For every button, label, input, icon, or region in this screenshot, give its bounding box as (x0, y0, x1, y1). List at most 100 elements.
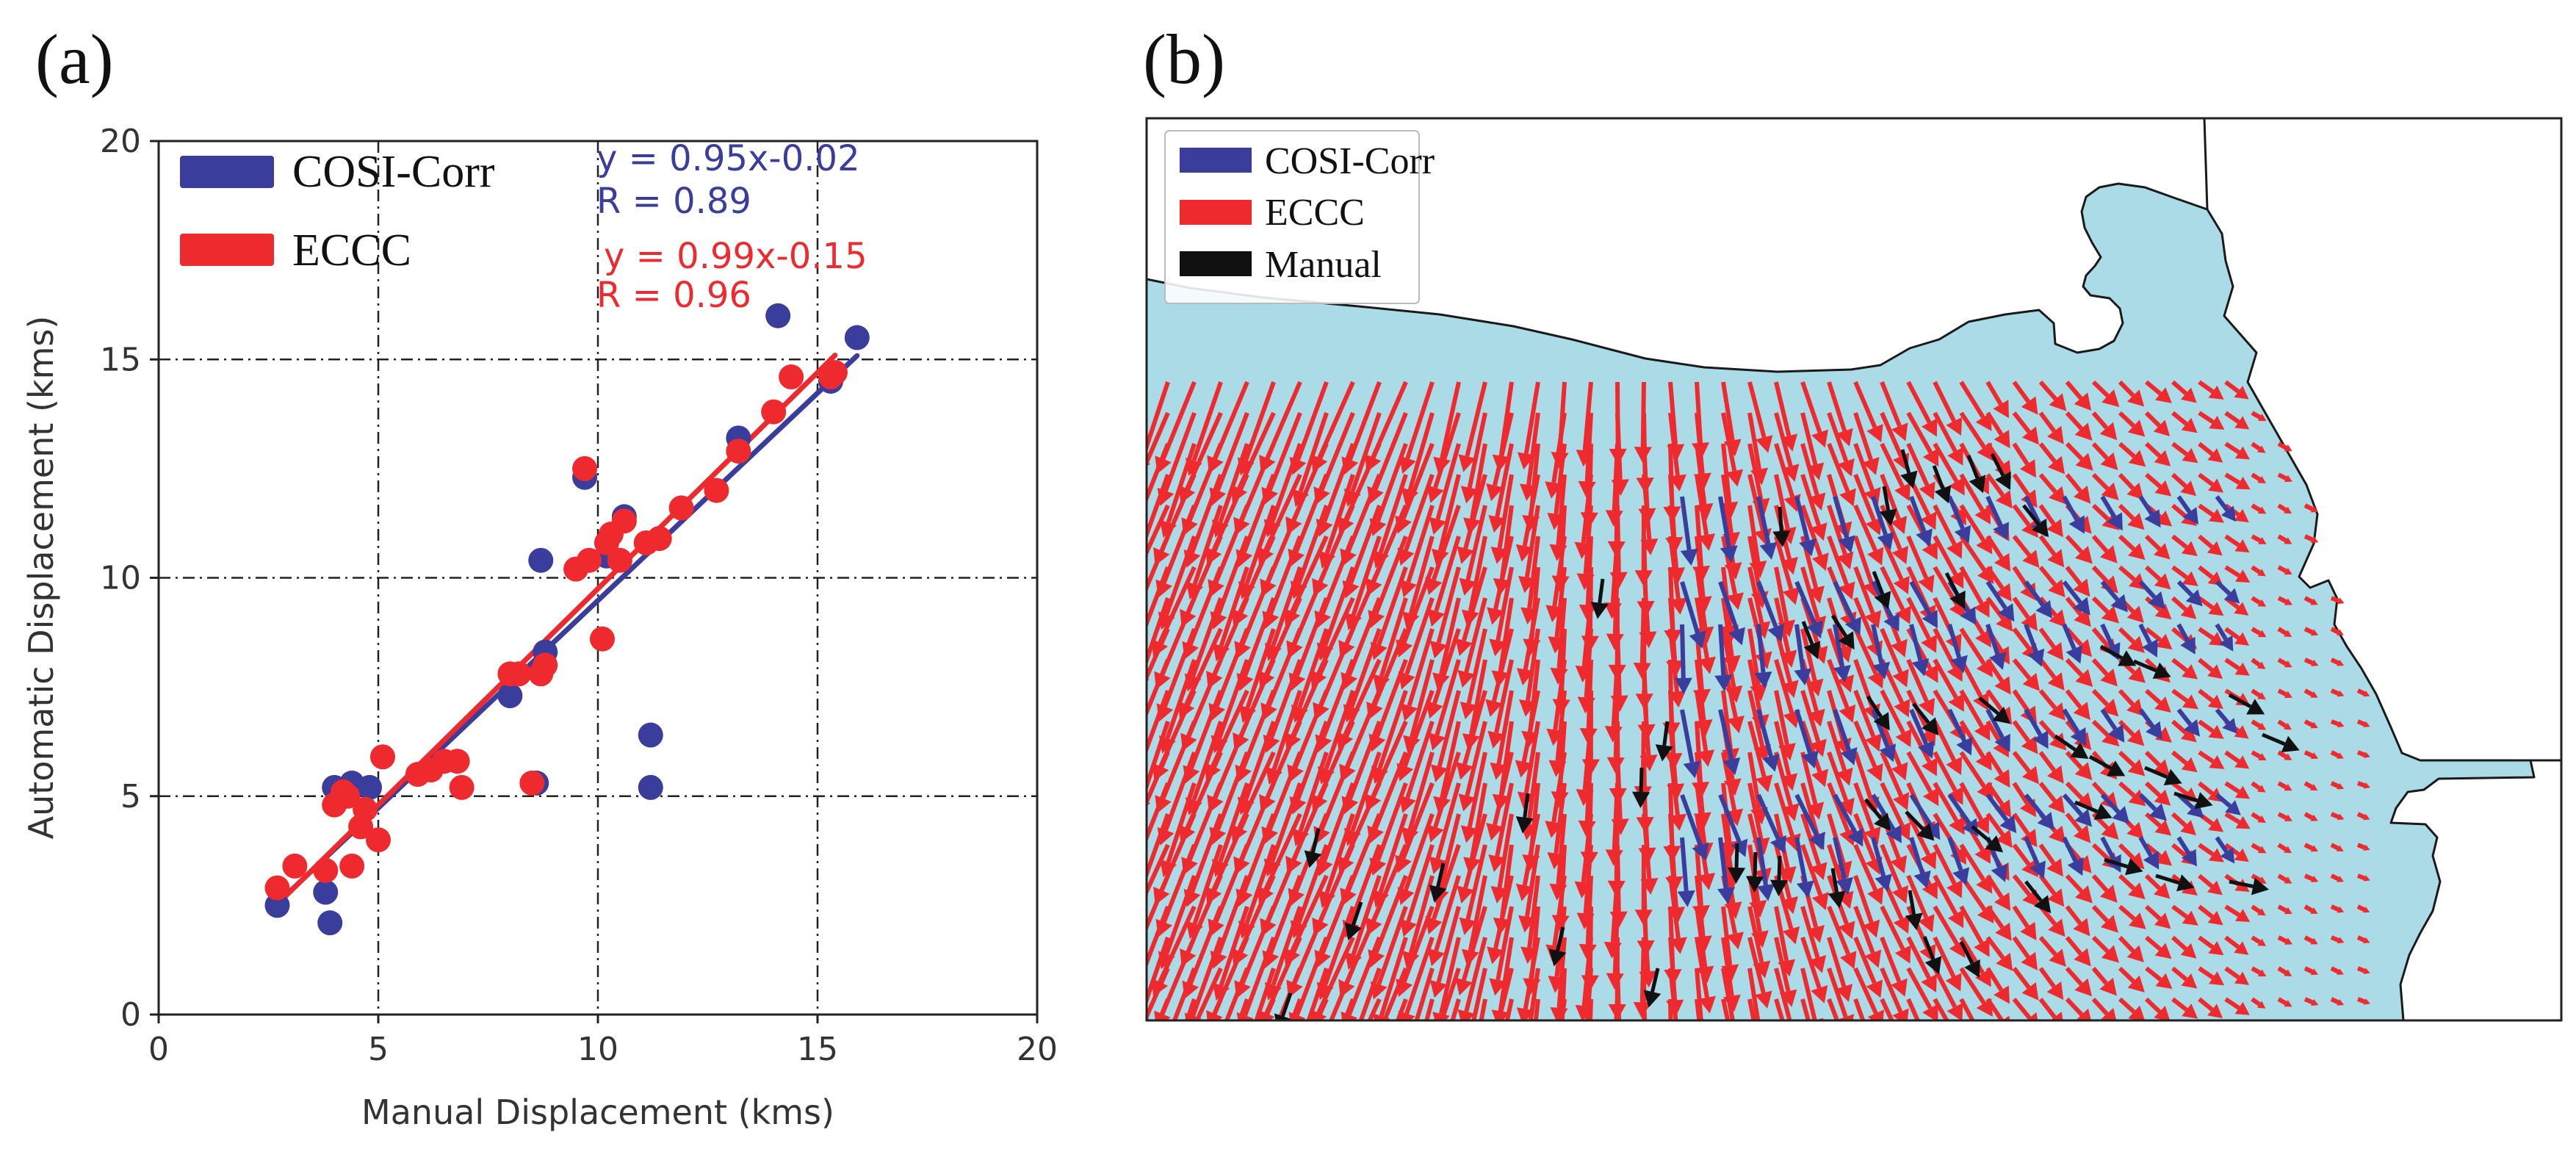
eccc-vector (2038, 535, 2065, 568)
point-cosicorr (357, 774, 383, 800)
eccc-vector (2330, 781, 2345, 790)
eccc-vector (2065, 936, 2091, 967)
eccc-vector (2144, 873, 2171, 899)
eccc-vector (1533, 998, 1540, 1020)
eccc-vector (2251, 472, 2266, 484)
eccc-vector (1880, 967, 1909, 1020)
eccc-vector (2012, 381, 2038, 415)
legend-swatch-cosi (180, 156, 274, 188)
scatter-plot: 00 5 5 10 10 15 15 20 20 COSI-Corr ECCC y = 0.95… (21, 123, 1058, 1132)
manual-vector (2074, 800, 2113, 820)
eccc-vector (1853, 936, 1883, 998)
manual-vector (1590, 578, 1609, 619)
eccc-vector (1479, 998, 1487, 1020)
eccc-vector (2277, 472, 2292, 482)
eccc-vector (1800, 690, 1827, 757)
cosi-vector (2024, 623, 2045, 667)
eccc-vector (2277, 719, 2292, 730)
eccc-vector (1880, 689, 1912, 748)
eccc-vector (1284, 535, 1329, 627)
eccc-vector (1414, 968, 1435, 1020)
data-points (264, 303, 870, 936)
y-axis-label: Automatic Displacement (kms) (21, 316, 61, 840)
eccc-vector (2012, 967, 2039, 1001)
eccc-vector (1800, 443, 1826, 511)
eccc-vector (2145, 380, 2172, 403)
eccc-vector (1933, 874, 1964, 929)
eccc-vector (2038, 504, 2063, 538)
eccc-vector (1880, 782, 1911, 841)
eccc-vector (1985, 751, 2010, 788)
point-eccc (335, 783, 361, 809)
eccc-vector (1358, 967, 1382, 1020)
manual-vector (1769, 855, 1789, 896)
eccc-vector (1458, 381, 1487, 472)
cosi-vector (1833, 793, 1864, 847)
manual-vector (2228, 693, 2265, 715)
eccc-vector (2171, 411, 2198, 433)
point-eccc (589, 626, 615, 652)
eccc-vector (2171, 442, 2198, 464)
manual-vector (1990, 453, 2011, 491)
eccc-vector (2012, 720, 2038, 754)
x-tick-label: 0 (148, 1031, 169, 1068)
eccc-vector (1367, 998, 1382, 1020)
eccc-vector (2356, 966, 2370, 974)
eccc-vector (2038, 720, 2067, 751)
eccc-vector (2012, 411, 2039, 445)
cosi-equation: y = 0.95x-0.02 (596, 138, 860, 179)
eccc-vector (1460, 412, 1487, 504)
eccc-vector (1747, 381, 1773, 453)
point-eccc (313, 857, 339, 883)
legend-swatch-eccc-b (1180, 200, 1252, 225)
point-eccc (611, 508, 637, 534)
eccc-vector (2356, 873, 2370, 882)
legend-label-manual-b: Manual (1265, 244, 1382, 286)
cosi-vector (1794, 709, 1819, 769)
eccc-equation: y = 0.99x-0.15 (604, 236, 867, 277)
eccc-vector (2038, 874, 2065, 907)
manual-vector (1971, 825, 2004, 853)
eccc-vector (1642, 998, 1648, 1020)
eccc-vector (1487, 536, 1514, 625)
eccc-vector (1231, 751, 1276, 843)
eccc-vector (1258, 813, 1302, 904)
cosi-vector (2024, 708, 2049, 749)
eccc-vector (1316, 442, 1355, 537)
cosi-vector (2176, 708, 2200, 737)
eccc-vector (1959, 689, 1991, 741)
eccc-vector (1985, 658, 2011, 695)
cosi-vector (2100, 708, 2125, 743)
cosi-vector (1794, 580, 1823, 639)
cosi-r-value: R = 0.89 (596, 181, 751, 222)
eccc-vector (1668, 998, 1673, 1020)
eccc-vector (1959, 998, 1975, 1020)
eccc-vector (2277, 812, 2292, 821)
cosi-vector (2176, 580, 2203, 607)
eccc-vector (1880, 566, 1911, 624)
eccc-vector (2012, 504, 2038, 538)
eccc-vector (2224, 627, 2250, 646)
legend-label-eccc-b: ECCC (1265, 192, 1365, 234)
eccc-vector (1695, 937, 1716, 1014)
eccc-vector (1147, 411, 1170, 468)
eccc-vector (1428, 659, 1461, 751)
eccc-vector (1695, 597, 1716, 674)
legend-label-cosi-b: COSI-Corr (1265, 140, 1435, 182)
eccc-vector (1341, 720, 1382, 815)
eccc-vector (2277, 627, 2292, 637)
eccc-vector (2356, 688, 2370, 697)
eccc-vector (2198, 688, 2223, 710)
eccc-vector (1985, 813, 2013, 849)
eccc-vector (2065, 905, 2090, 937)
eccc-vector (1774, 536, 1800, 605)
eccc-vector (2251, 503, 2267, 514)
manual-vector (2022, 504, 2049, 538)
eccc-vector (1906, 658, 1935, 716)
cosi-vector (1718, 496, 1738, 563)
eccc-vector (1985, 936, 2013, 971)
eccc-vector (1721, 968, 1735, 1020)
eccc-vector (2303, 658, 2319, 666)
eccc-vector (2065, 381, 2092, 411)
manual-vector (1772, 506, 1791, 547)
